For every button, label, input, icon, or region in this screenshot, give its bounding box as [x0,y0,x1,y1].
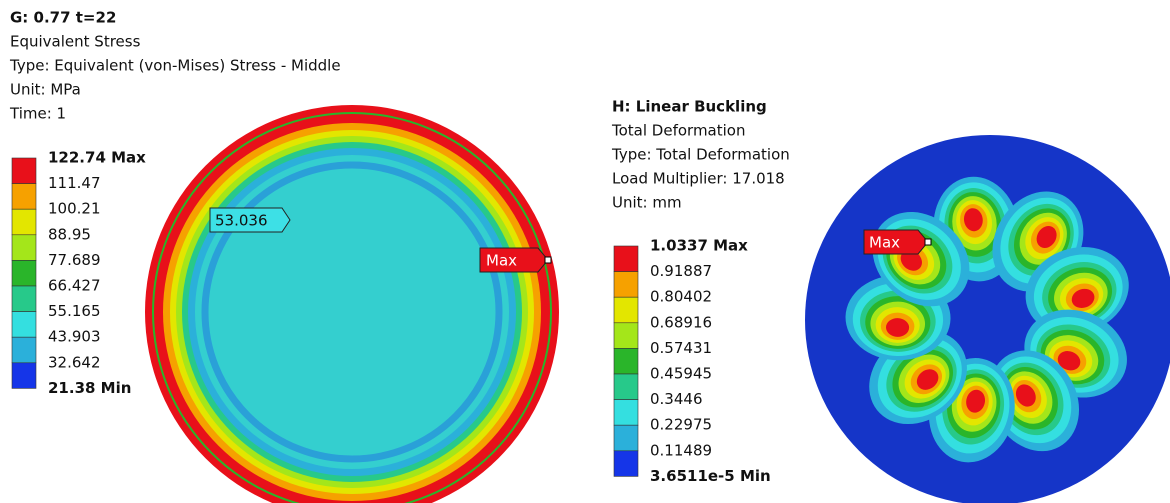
probe-label: 53.036 [215,212,268,230]
legend-label: 0.80402 [650,288,712,306]
legend-label: 0.11489 [650,441,712,459]
legend-label: 1.0337 Max [650,237,748,255]
header-line: H: Linear Buckling [612,98,767,116]
legend-swatch [12,312,36,338]
header-line: Unit: MPa [10,81,81,99]
legend-label: 100.21 [48,200,101,218]
legend-label: 77.689 [48,251,101,269]
legend-label: 111.47 [48,174,101,192]
probe-point [925,239,931,245]
legend-swatch [614,451,638,477]
legend-swatch [614,374,638,400]
legend-swatch [614,246,638,272]
legend-label: 88.95 [48,225,91,243]
result-view: 53.036 Max Max G: 0.77 t=22 Equivalent Str… [0,0,1170,503]
legend-swatch [12,363,36,389]
header-line: Total Deformation [611,122,745,140]
legend-label: 55.165 [48,302,101,320]
legend-swatch [12,184,36,210]
legend-swatch [614,400,638,426]
legend-swatch [12,235,36,261]
legend-swatch [12,337,36,363]
probe-min: 53.036 [210,208,290,232]
legend-label: 3.6511e-5 Min [650,467,771,485]
stress-model [145,105,559,503]
legend-label: 21.38 Min [48,379,131,397]
legend-label: 122.74 Max [48,149,146,167]
legend-label: 0.3446 [650,390,703,408]
header-line: Load Multiplier: 17.018 [612,170,785,188]
legend-swatch [12,260,36,286]
legend-swatch [614,323,638,349]
header-line: Type: Total Deformation [611,146,790,164]
legend-swatch [12,209,36,235]
legend-swatch [614,272,638,298]
legend-swatch [614,297,638,323]
header-line: Type: Equivalent (von-Mises) Stress - Mi… [9,57,341,75]
legend-swatch [12,286,36,312]
probe-label: Max [869,234,900,252]
probe-max: Max [864,230,931,254]
header-line: G: 0.77 t=22 [10,9,116,27]
deformation-model [805,135,1170,503]
header-line: Equivalent Stress [10,33,141,51]
header-line: Unit: mm [612,194,682,212]
legend-label: 66.427 [48,277,101,295]
legend-label: 0.91887 [650,262,712,280]
probe-label: Max [486,252,517,270]
legend-label: 32.642 [48,353,101,371]
legend-swatch [614,348,638,374]
legend-label: 43.903 [48,328,101,346]
legend-label: 0.45945 [650,365,712,383]
header-line: Time: 1 [9,105,66,123]
legend-label: 0.22975 [650,416,712,434]
legend-swatch [614,425,638,451]
legend-label: 0.68916 [650,313,712,331]
probe-max: Max [480,248,551,272]
legend-label: 0.57431 [650,339,712,357]
legend-swatch [12,158,36,184]
